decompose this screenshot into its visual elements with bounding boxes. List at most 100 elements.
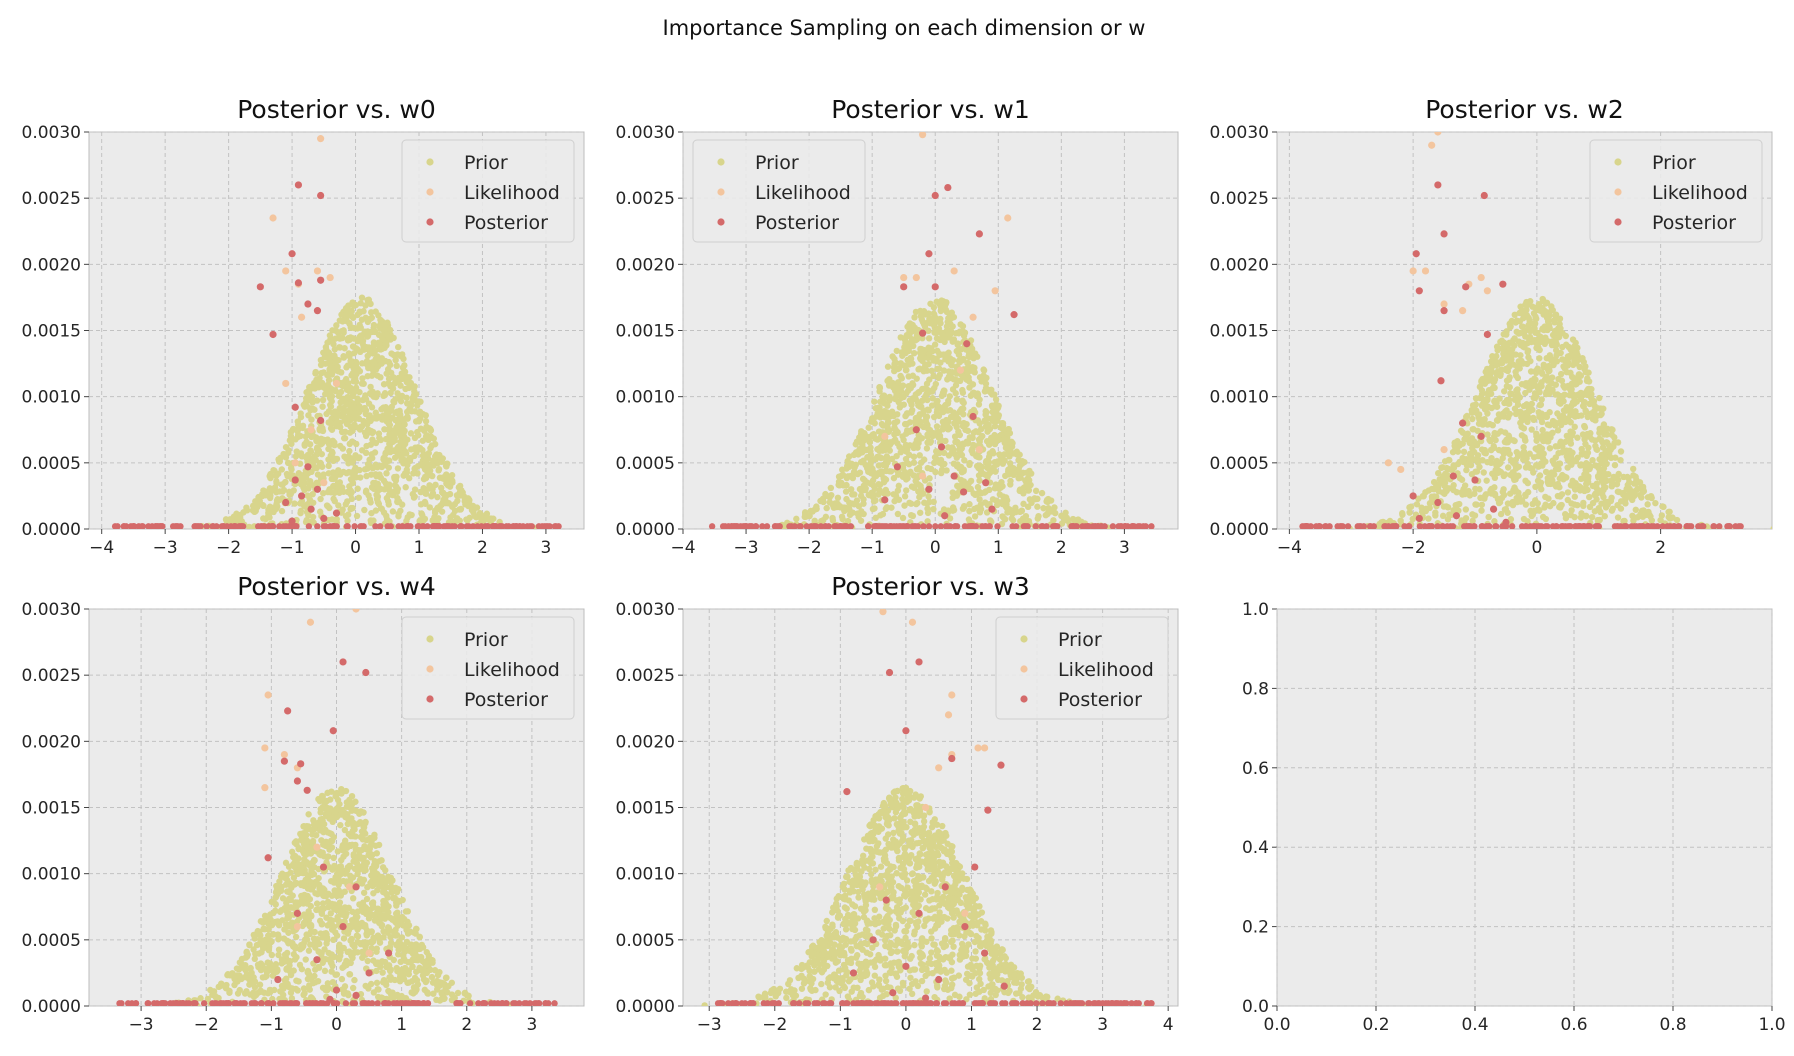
prior-point [356,388,363,396]
prior-point [961,457,968,464]
posterior-baseline-point [1567,523,1574,529]
posterior-baseline-point [376,523,384,529]
likelihood-point [307,426,315,434]
prior-point [1488,490,1495,497]
prior-point [1597,411,1604,419]
prior-point [868,418,875,425]
legend-marker [1614,158,1622,166]
posterior-point [900,283,908,291]
scatter-points [116,609,558,1006]
prior-point [422,418,430,425]
posterior-baseline-point [288,523,295,529]
posterior-point [294,181,303,189]
prior-point [969,390,976,397]
prior-point [1484,431,1491,438]
prior-point [1519,323,1527,331]
prior-point [316,425,323,433]
prior-point [945,315,952,322]
prior-point [1530,469,1537,476]
prior-point [953,396,961,403]
prior-point [330,340,337,348]
prior-point [1582,368,1590,376]
posterior-point [919,329,927,337]
prior-point [845,505,853,512]
prior-point [357,324,364,331]
prior-point [380,381,388,388]
prior-point [1600,493,1607,501]
prior-point [397,507,404,514]
prior-point [1481,416,1488,423]
prior-point [1524,301,1531,309]
prior-point [935,374,942,382]
prior-point [1557,349,1564,357]
prior-point [1554,443,1562,450]
prior-point [355,454,362,462]
prior-point [959,398,966,405]
prior-point [328,426,336,433]
prior-point [354,395,361,402]
prior-point [1466,457,1473,464]
posterior-baseline-point [1518,523,1526,529]
prior-point [398,370,405,377]
prior-point [1647,513,1654,520]
prior-point [1644,501,1651,508]
posterior-point [1434,181,1442,189]
prior-point [399,364,407,371]
prior-point [793,515,800,523]
prior-point [969,450,976,457]
y-tick-label: 0.0015 [1210,322,1269,342]
prior-point [942,401,949,409]
prior-point [262,515,269,523]
prior-point [935,325,943,332]
posterior-series [1409,181,1510,526]
prior-point [285,449,292,456]
posterior-point [969,412,977,421]
prior-point [1633,476,1640,484]
prior-point [1595,464,1602,472]
prior-point [1518,432,1526,439]
prior-point [340,327,347,334]
prior-point [394,494,401,502]
prior-point [930,506,937,513]
prior-point [911,314,918,321]
prior-point [313,376,320,383]
prior-point [1005,468,1012,475]
prior-point [440,490,447,498]
posterior-point [288,250,296,258]
prior-point [939,426,947,433]
posterior-baseline-point [1575,523,1583,529]
prior-point [914,389,922,397]
prior-point [245,523,253,529]
posterior-point [1409,492,1417,500]
prior-point [893,347,900,355]
posterior-point [297,492,306,500]
prior-point [982,488,990,495]
prior-point [354,346,361,353]
prior-point [1050,517,1057,524]
prior-point [1476,463,1483,471]
prior-point [367,471,375,478]
prior-point [1640,507,1647,514]
x-tick-label: 1 [414,538,425,558]
posterior-baseline-point [1140,523,1147,529]
y-tick-label: 0.0015 [616,322,675,342]
y-tick-label: 0.0030 [22,600,81,620]
prior-point [904,446,911,454]
prior-point [1441,479,1449,486]
prior-point [937,359,944,366]
prior-point [894,487,902,494]
prior-point [1461,490,1469,498]
prior-point [924,500,931,507]
prior-point [889,353,896,360]
prior-point [1481,406,1489,413]
prior-point [930,372,937,380]
prior-point [1548,469,1555,476]
prior-point [1038,489,1046,497]
prior-point [931,329,938,336]
prior-point [1596,429,1603,437]
prior-point [345,460,352,467]
prior-point [1636,492,1644,499]
prior-point [366,412,373,419]
prior-point [1620,473,1627,481]
posterior-baseline-point [1508,523,1516,529]
